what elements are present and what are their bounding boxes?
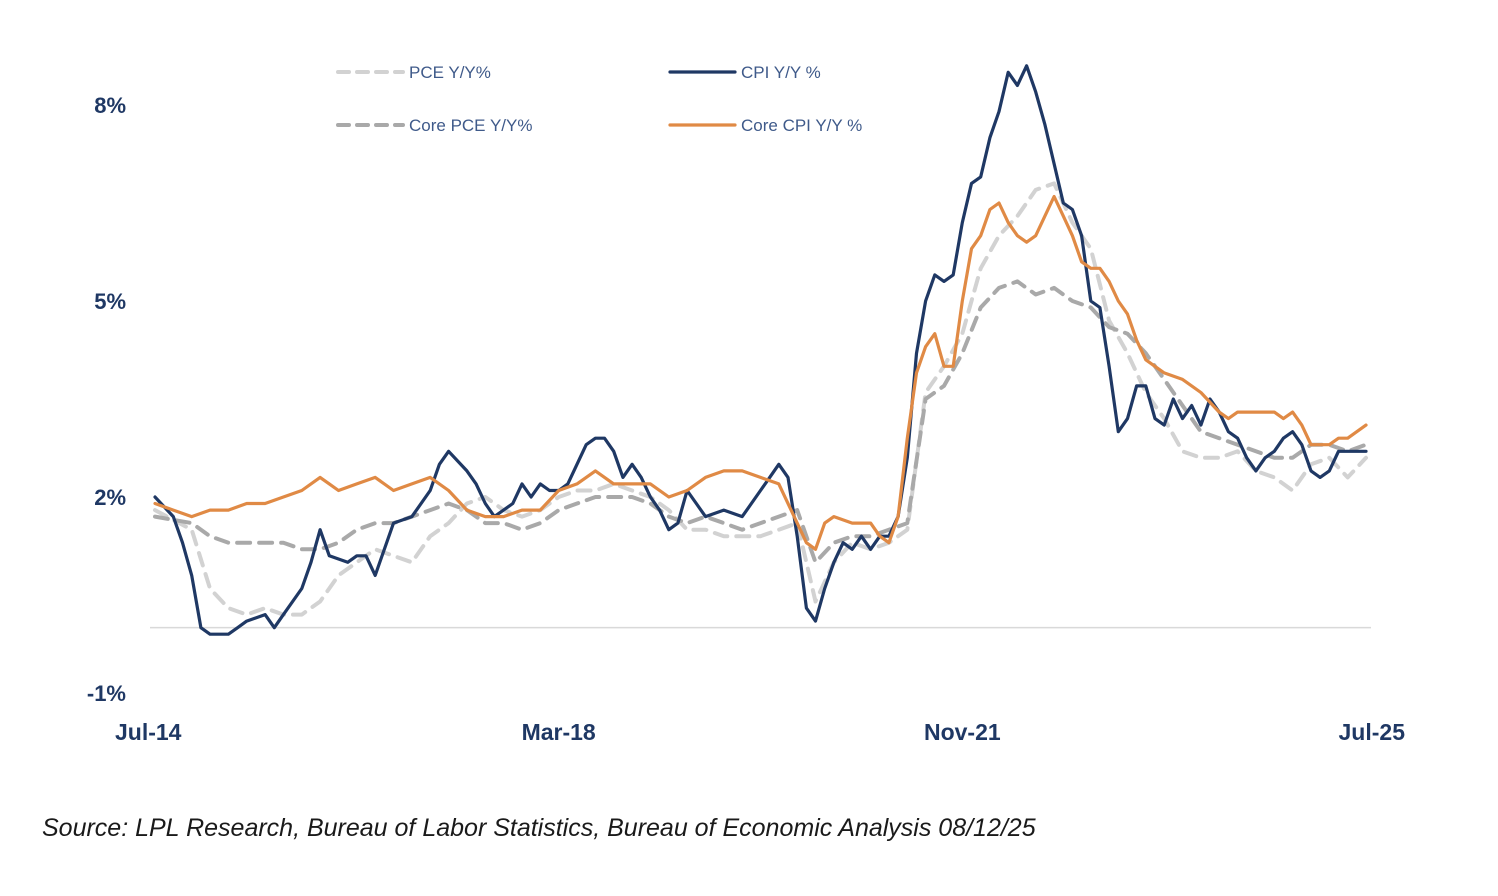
series-line-core-cpi (153, 194, 1368, 551)
legend-item-cpi: CPI Y/Y % (668, 63, 821, 82)
x-tick-label: Jul-14 (115, 719, 182, 745)
y-tick-label: 2% (94, 485, 126, 510)
y-axis: 8% 5% 2% -1% (87, 93, 126, 706)
series-layer (153, 64, 1368, 636)
x-tick-label: Jul-25 (1339, 719, 1406, 745)
x-tick-label: Nov-21 (924, 719, 1001, 745)
legend-label: CPI Y/Y % (741, 63, 821, 82)
series-line-pce (153, 181, 1368, 617)
series-line-cpi (153, 64, 1368, 636)
x-axis: Jul-14 Mar-18 Nov-21 Jul-25 (115, 719, 1405, 745)
y-tick-label: 8% (94, 93, 126, 118)
series-line-core-pce (153, 279, 1368, 565)
y-tick-label: 5% (94, 289, 126, 314)
legend-label: Core CPI Y/Y % (741, 116, 862, 135)
legend-item-core-pce: Core PCE Y/Y% (336, 116, 532, 135)
legend-item-pce: PCE Y/Y% (336, 63, 491, 82)
source-note: Source: LPL Research, Bureau of Labor St… (42, 814, 1036, 842)
y-tick-label: -1% (87, 681, 126, 706)
legend-label: PCE Y/Y% (409, 63, 491, 82)
legend-label: Core PCE Y/Y% (409, 116, 532, 135)
legend: PCE Y/Y% Core PCE Y/Y% CPI Y/Y % Core CPI Y… (336, 63, 862, 135)
x-tick-label: Mar-18 (522, 719, 596, 745)
legend-item-core-cpi: Core CPI Y/Y % (668, 116, 862, 135)
